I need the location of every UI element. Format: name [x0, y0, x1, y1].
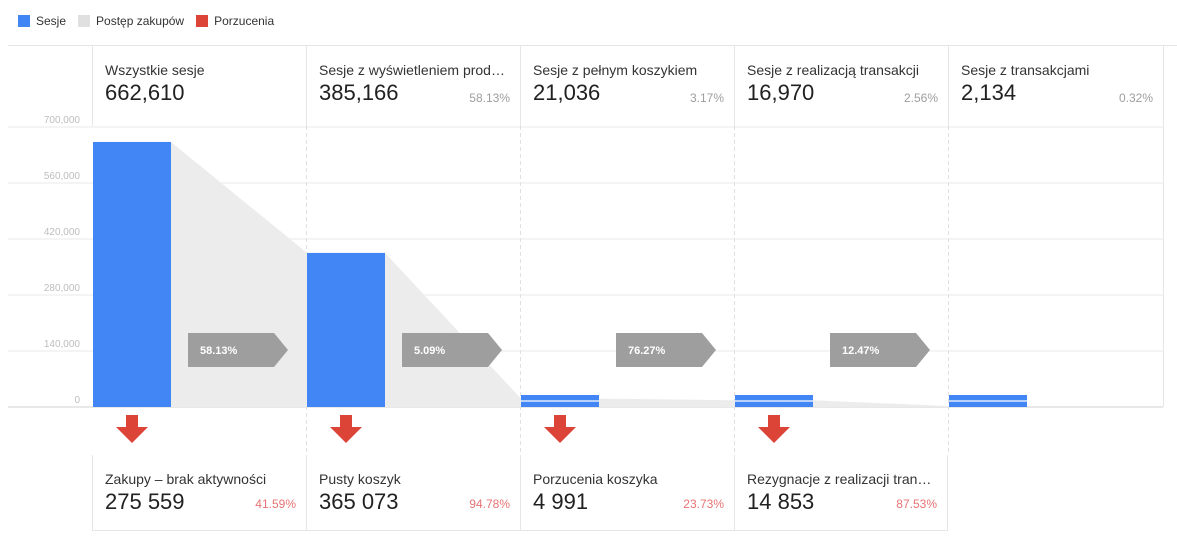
- progress-area: [385, 252, 521, 407]
- legend-swatch-progress: [78, 15, 91, 27]
- abandon-arrow-icon: [116, 415, 148, 443]
- abandon-no-activity[interactable]: Zakupy – brak aktywności 275 559 41.59%: [92, 455, 306, 531]
- y-tick-label: 0: [74, 395, 80, 406]
- legend-item-sessions[interactable]: Sesje: [18, 14, 66, 28]
- legend-label-abandonments: Porzucenia: [214, 14, 275, 28]
- legend-item-progress[interactable]: Postęp zakupów: [78, 14, 184, 28]
- stage-add-to-cart[interactable]: Sesje z pełnym koszykiem 21,036 3.17%: [520, 46, 734, 126]
- abandon-label: Porzucenia koszyka: [533, 471, 658, 487]
- stage-value: 21,036: [533, 80, 601, 105]
- stage-value: 2,134: [961, 80, 1017, 105]
- abandon-percent: 87.53%: [896, 497, 937, 511]
- stage-product-views[interactable]: Sesje z wyświetleniem produktu 385,166 5…: [306, 46, 520, 126]
- legend-item-abandonments[interactable]: Porzucenia: [196, 14, 274, 28]
- y-tick-label: 140,000: [43, 339, 80, 350]
- abandon-percent: 41.59%: [255, 497, 296, 511]
- abandon-value: 14 853: [747, 489, 815, 514]
- y-tick-label: 420,000: [43, 227, 80, 238]
- abandon-empty-cart[interactable]: Pusty koszyk 365 073 94.78%: [306, 455, 520, 531]
- progress-percent-label: 58.13%: [200, 345, 238, 357]
- legend-label-sessions: Sesje: [36, 14, 67, 28]
- stage-value: 385,166: [319, 80, 399, 105]
- chart-legend: Sesje Postęp zakupów Porzucenia: [18, 14, 286, 28]
- progress-arrow: [616, 333, 716, 367]
- progress-area: [599, 398, 735, 407]
- progress-percent-label: 12.47%: [842, 345, 880, 357]
- abandon-arrow-icon: [330, 415, 362, 443]
- progress-arrow: [830, 333, 930, 367]
- stage-value: 16,970: [747, 80, 815, 105]
- stage-all-sessions[interactable]: Wszystkie sesje 662,610: [92, 46, 306, 126]
- header-divider: [8, 45, 1177, 46]
- progress-area: [171, 141, 307, 407]
- abandon-label: Pusty koszyk: [319, 471, 401, 487]
- stage-percent: 3.17%: [689, 91, 724, 105]
- abandon-value: 275 559: [105, 489, 185, 514]
- abandon-percent: 23.73%: [683, 497, 724, 511]
- progress-arrow: [402, 333, 502, 367]
- stage-transactions[interactable]: Sesje z transakcjami 2,134 0.32%: [948, 46, 1163, 126]
- stage-percent: 0.32%: [1118, 91, 1153, 105]
- y-tick-label: 560,000: [43, 171, 80, 182]
- y-tick-label: 280,000: [43, 283, 80, 294]
- legend-label-progress: Postęp zakupów: [96, 14, 185, 28]
- stage-value: 662,610: [105, 80, 185, 105]
- legend-swatch-abandonments: [196, 15, 209, 27]
- abandon-value: 4 991: [533, 489, 589, 514]
- abandon-cart[interactable]: Porzucenia koszyka 4 991 23.73%: [520, 455, 734, 531]
- legend-swatch-sessions: [18, 15, 30, 27]
- abandon-arrow-icon: [544, 415, 576, 443]
- progress-percent-label: 76.27%: [628, 345, 666, 357]
- bar-2: [307, 252, 385, 407]
- abandon-checkout[interactable]: Rezygnacje z realizacji transakcji 14 85…: [734, 455, 948, 531]
- progress-percent-label: 5.09%: [414, 345, 445, 357]
- abandon-label: Zakupy – brak aktywności: [105, 471, 267, 487]
- abandon-value: 365 073: [319, 489, 399, 514]
- bar-1: [93, 141, 171, 407]
- stage-checkout[interactable]: Sesje z realizacją transakcji 16,970 2.5…: [734, 46, 948, 126]
- stage-percent: 2.56%: [903, 91, 938, 105]
- progress-area: [813, 400, 949, 407]
- abandon-label: Rezygnacje z realizacji transakcji: [747, 471, 935, 487]
- abandon-arrow-icon: [758, 415, 790, 443]
- y-tick-label: 700,000: [43, 115, 80, 126]
- abandon-percent: 94.78%: [469, 497, 510, 511]
- progress-arrow: [188, 333, 288, 367]
- stage-percent: 58.13%: [469, 91, 510, 105]
